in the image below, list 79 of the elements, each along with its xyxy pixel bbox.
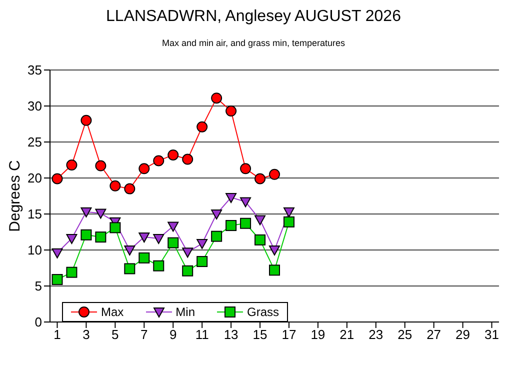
x-tick-label: 23: [368, 327, 384, 342]
x-tick-label: 31: [484, 327, 499, 342]
point: [52, 274, 63, 286]
y-tick-label: 10: [28, 242, 42, 258]
point: [153, 155, 164, 166]
point: [80, 229, 92, 240]
legend-label: Min: [176, 305, 196, 319]
x-tick-label: 15: [252, 327, 268, 342]
point: [283, 216, 294, 228]
y-tick-label: 5: [34, 278, 42, 294]
point: [168, 237, 179, 248]
x-tick-label: 13: [224, 327, 238, 342]
point: [226, 220, 237, 232]
point: [124, 246, 136, 256]
legend-label: Max: [101, 305, 124, 319]
point: [110, 222, 121, 234]
point: [168, 222, 179, 232]
point: [211, 230, 222, 242]
x-tick-label: 1: [54, 327, 61, 342]
x-tick-label: 11: [195, 327, 209, 342]
y-tick-label: 35: [28, 62, 42, 78]
point: [124, 183, 136, 194]
point: [269, 246, 280, 256]
x-tick-label: 27: [426, 327, 442, 342]
point: [138, 252, 150, 264]
point: [196, 121, 208, 132]
point: [95, 208, 106, 219]
point: [80, 207, 92, 218]
point: [269, 264, 280, 276]
legend-label: Grass: [247, 305, 280, 319]
point: [153, 234, 164, 244]
point: [52, 173, 63, 184]
point: [66, 234, 78, 244]
point: [66, 160, 78, 171]
point: [182, 154, 194, 165]
chart-title: LLANSADWRN, Anglesey AUGUST 2026: [105, 8, 402, 26]
point: [254, 234, 266, 246]
x-tick-label: 19: [310, 327, 326, 342]
point: [95, 232, 106, 243]
point: [153, 260, 164, 272]
point: [95, 160, 106, 172]
point: [240, 163, 252, 174]
point: [52, 248, 63, 258]
point: [269, 168, 280, 180]
point: [283, 207, 294, 218]
point: [168, 149, 179, 160]
point: [226, 106, 237, 117]
point: [226, 192, 237, 203]
point: [254, 173, 266, 184]
x-tick-label: 3: [82, 327, 90, 342]
chart-subtitle: Max and min air, and grass min, temperatures: [160, 38, 346, 48]
y-tick-label: 25: [28, 134, 42, 150]
point: [66, 266, 78, 278]
point: [138, 232, 150, 243]
x-tick-label: 25: [398, 327, 412, 342]
point: [196, 239, 208, 250]
y-tick-label: 30: [28, 98, 42, 114]
y-tick-label: 15: [28, 206, 42, 222]
point: [196, 256, 208, 268]
point: [124, 263, 136, 274]
point: [182, 248, 194, 258]
x-tick-label: 5: [112, 327, 119, 342]
y-tick-label: 0: [34, 314, 42, 330]
y-axis-title: Degrees C: [6, 160, 24, 232]
point: [254, 215, 266, 226]
x-tick-label: 21: [340, 327, 354, 342]
point: [80, 114, 92, 126]
point: [211, 210, 222, 220]
y-tick-label: 20: [28, 170, 42, 186]
x-tick-label: 7: [140, 327, 148, 342]
point: [110, 180, 121, 192]
point: [211, 92, 222, 104]
x-tick-label: 17: [282, 327, 296, 342]
point: [138, 163, 150, 174]
point: [182, 265, 194, 276]
x-tick-label: 9: [169, 327, 177, 342]
point: [240, 218, 252, 229]
x-tick-label: 29: [456, 327, 470, 342]
point: [240, 197, 252, 208]
